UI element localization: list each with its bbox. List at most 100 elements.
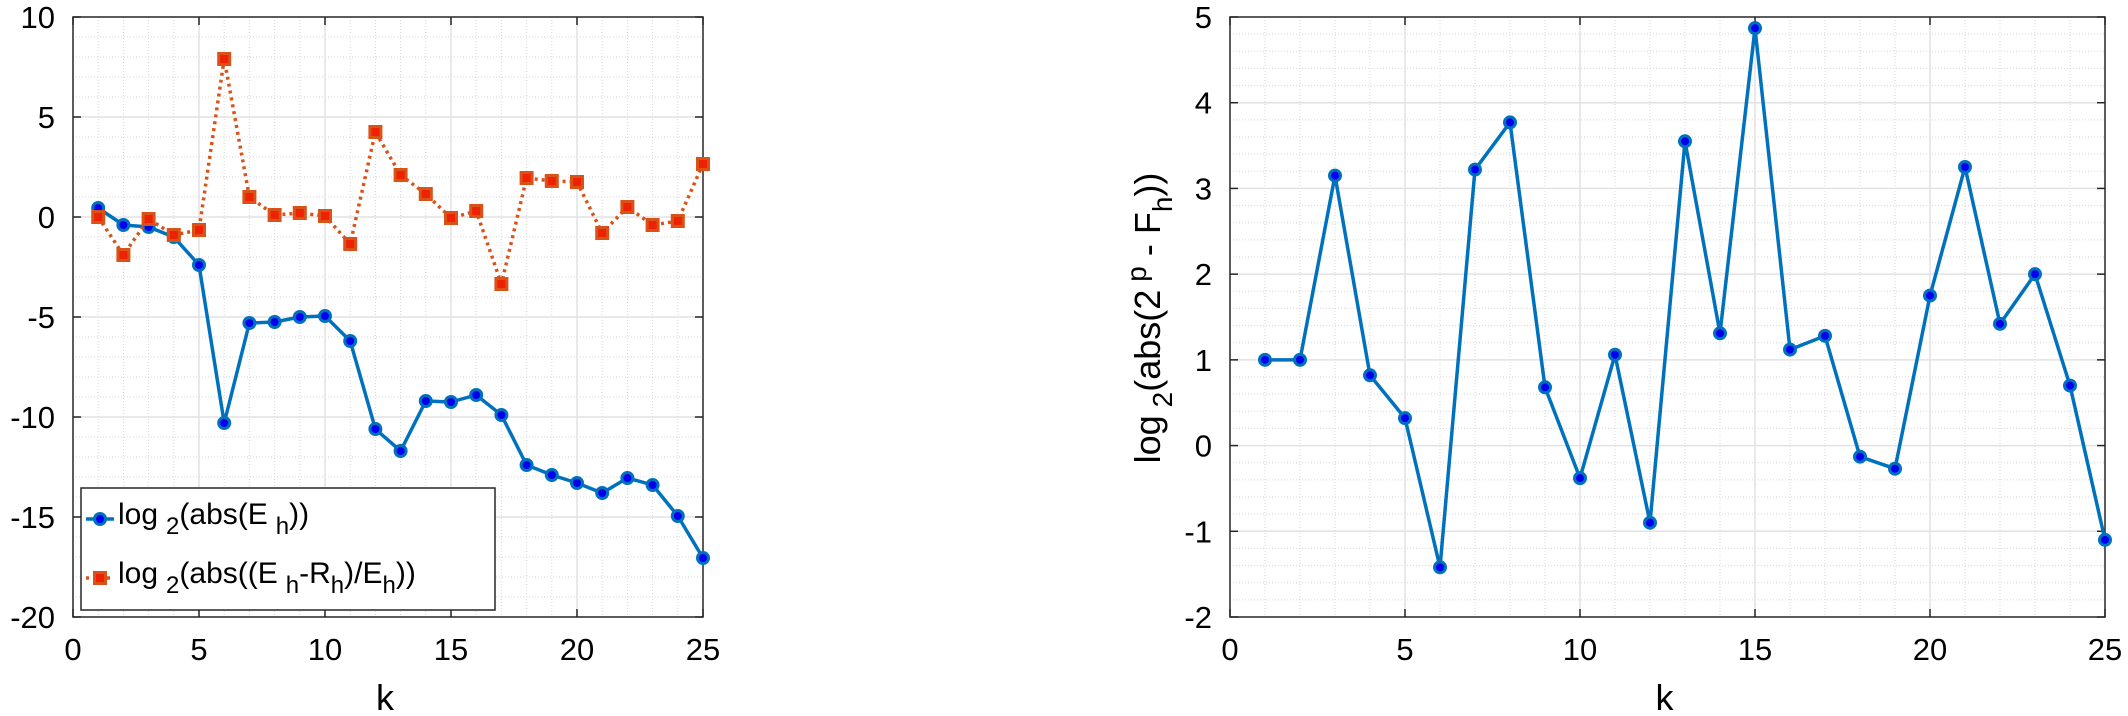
- x-tick-label: 25: [2088, 632, 2122, 667]
- data-point: [1363, 368, 1377, 383]
- x-tick-label: 15: [1738, 632, 1772, 667]
- x-tick-label: 10: [308, 632, 342, 667]
- data-point: [166, 228, 181, 242]
- series-1: [91, 52, 710, 291]
- data-point: [1258, 352, 1272, 367]
- y-tick-label: 0: [1195, 429, 1212, 464]
- data-point: [318, 209, 332, 223]
- y-tick-label: 2: [1195, 257, 1212, 292]
- square-marker-icon: [93, 571, 107, 585]
- data-point: [696, 551, 710, 565]
- data-point: [217, 52, 232, 66]
- data-point: [494, 277, 509, 291]
- chart-right: 0 5 10 15 20 25 -2 -1 0 1 2 3 4 5 k log2(abs(2p - Fh)): [1121, 0, 2122, 716]
- data-point: [2028, 267, 2042, 282]
- y-tick-label: -10: [10, 400, 55, 435]
- data-point: [292, 310, 307, 324]
- data-point: [1293, 352, 1307, 367]
- data-point: [1328, 168, 1342, 183]
- y-axis-label: log2(abs(2p - Fh)): [1121, 173, 1178, 464]
- data-point: [1923, 288, 1937, 303]
- ticks: 0 5 10 15 20 25 -2 -1 0 1 2 3 4 5: [1184, 0, 2122, 667]
- data-point: [267, 315, 282, 329]
- data-point: [192, 258, 206, 272]
- data-point: [620, 471, 635, 485]
- y-tick-label: -5: [27, 300, 55, 335]
- data-point: [292, 206, 307, 220]
- data-point: [645, 218, 660, 232]
- data-point: [1783, 342, 1797, 357]
- x-tick-label: 10: [1563, 632, 1597, 667]
- x-axis-label: k: [376, 677, 395, 716]
- legend-box: [80, 487, 496, 611]
- y-tick-label: -15: [10, 500, 55, 535]
- data-point: [1503, 115, 1517, 130]
- y-tick-label: 10: [21, 0, 55, 35]
- data-point: [1468, 162, 1482, 177]
- data-point: [368, 125, 383, 139]
- data-point: [91, 210, 106, 224]
- data-point: [192, 223, 206, 237]
- data-point: [1573, 471, 1587, 486]
- data-point: [595, 226, 610, 240]
- y-tick-label: 5: [38, 100, 55, 135]
- data-point: [1853, 449, 1867, 464]
- data-point: [544, 174, 559, 188]
- y-tick-label: 3: [1195, 171, 1212, 206]
- x-tick-label: 0: [64, 632, 81, 667]
- data-point: [1608, 347, 1622, 362]
- data-point: [267, 208, 282, 222]
- legend-label: log 2(abs(E h)): [118, 498, 309, 540]
- data-point: [116, 248, 131, 262]
- circle-marker-icon: [93, 512, 107, 526]
- x-tick-label: 20: [1913, 632, 1947, 667]
- data-point: [1748, 21, 1762, 36]
- data-point: [1398, 411, 1412, 426]
- ticks: 0 5 10 15 20 25 -20 -15 -10 -5 0 5 10: [10, 0, 720, 667]
- x-axis-label: k: [1656, 677, 1675, 716]
- data-point: [595, 486, 610, 500]
- data-point: [469, 204, 484, 218]
- y-tick-label: 5: [1195, 0, 1212, 35]
- legend-label: log 2(abs((E h-Rh)/Eh)): [118, 557, 416, 599]
- data-point: [620, 200, 635, 214]
- data-point: [1678, 134, 1692, 149]
- data-point: [519, 171, 534, 185]
- y-tick-label: -1: [1184, 514, 1212, 549]
- data-point: [1643, 515, 1657, 530]
- legend-entry: log 2(abs(E h)): [86, 498, 309, 540]
- data-point: [469, 388, 484, 402]
- data-point: [570, 175, 584, 189]
- data-point: [1713, 326, 1727, 341]
- data-point: [217, 416, 232, 430]
- data-point: [670, 214, 685, 228]
- x-tick-label: 25: [686, 632, 720, 667]
- x-tick-label: 0: [1221, 632, 1238, 667]
- x-tick-label: 5: [1396, 632, 1413, 667]
- grid: [1230, 17, 2105, 617]
- legend: log 2(abs(E h)) log 2(abs((E h-Rh)/Eh)): [80, 487, 496, 611]
- data-point: [343, 237, 358, 251]
- data-point: [418, 187, 433, 201]
- grid: [73, 17, 703, 617]
- data-point: [242, 190, 257, 204]
- data-point: [141, 212, 156, 226]
- data-point: [696, 157, 710, 171]
- data-point: [2063, 378, 2077, 393]
- data-point: [343, 334, 358, 348]
- y-tick-label: -2: [1184, 600, 1212, 635]
- data-point: [418, 394, 433, 408]
- data-point: [570, 476, 584, 490]
- data-point: [2098, 532, 2112, 547]
- y-tick-label: 4: [1195, 86, 1212, 121]
- data-point: [544, 468, 559, 482]
- data-point: [393, 168, 408, 182]
- y-tick-label: 0: [38, 200, 55, 235]
- data-point: [242, 316, 257, 330]
- data-point: [494, 408, 509, 422]
- data-point: [116, 218, 131, 232]
- data-point: [1538, 380, 1552, 395]
- x-tick-label: 5: [190, 632, 207, 667]
